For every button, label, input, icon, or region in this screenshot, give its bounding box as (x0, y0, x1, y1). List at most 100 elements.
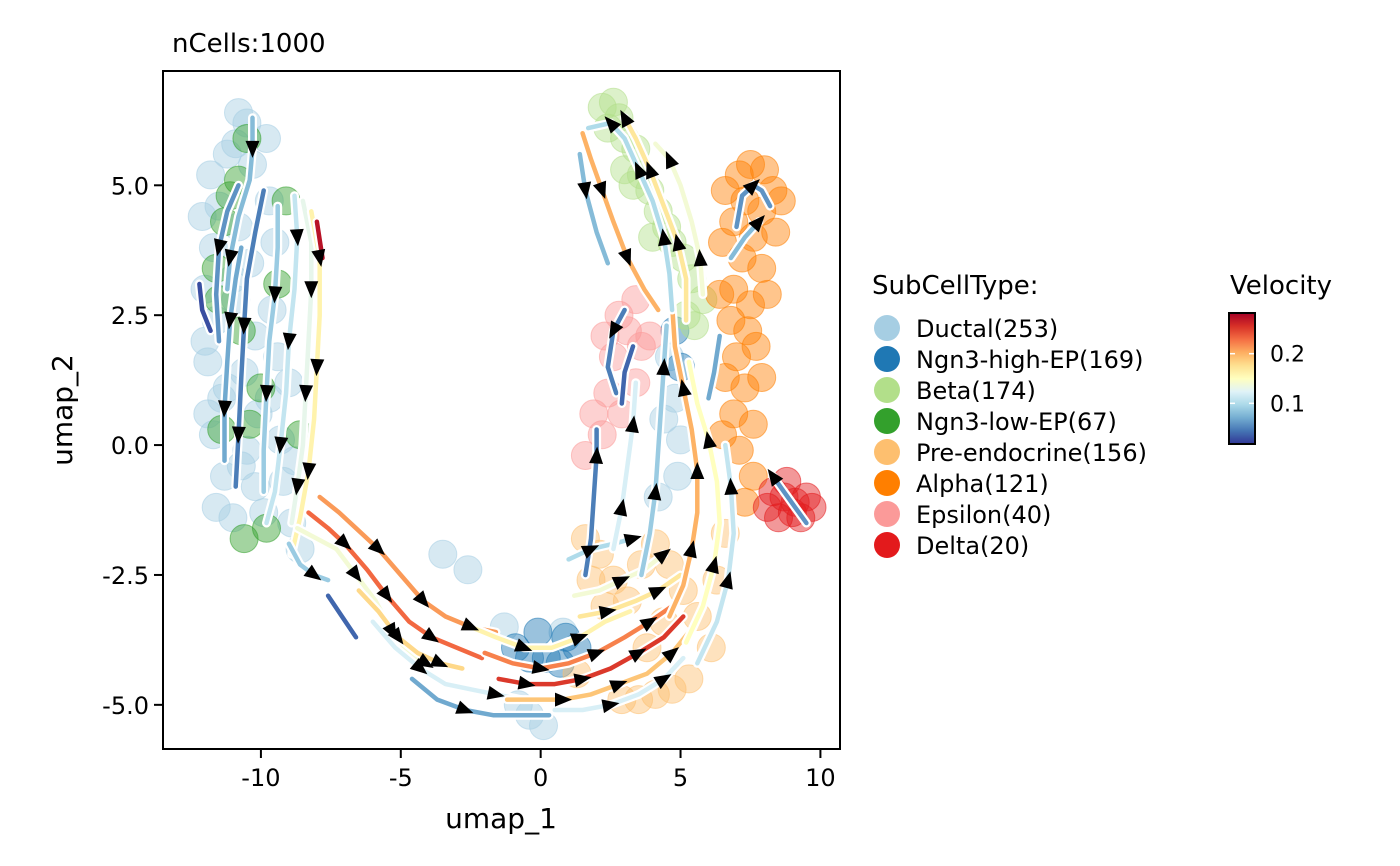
velocity-arrow (613, 498, 628, 517)
velocity-arrow (259, 384, 274, 403)
panel-border (162, 70, 841, 750)
velocity-arrow (224, 248, 239, 267)
cell-point (453, 555, 483, 585)
x-tick-label: 0 (533, 764, 548, 792)
velocity-arrow (217, 400, 232, 418)
cell-point (201, 492, 231, 522)
velocity-arrow (719, 571, 733, 590)
velocity-arrow (268, 285, 283, 304)
velocity-arrow (224, 311, 239, 330)
chart-title: nCells:1000 (172, 29, 326, 59)
cell-point (523, 617, 553, 647)
legend-swatch (874, 377, 900, 403)
velocity-colorbar: Velocity 0.1 0.2 (1228, 271, 1332, 445)
velocity-arrow (658, 228, 672, 247)
legend-swatch (874, 439, 900, 465)
velocity-arrow (231, 426, 246, 444)
cell-point (598, 87, 628, 117)
velocity-arrow (367, 538, 385, 556)
streamline (770, 473, 809, 526)
y-tick-label: 5.0 (111, 172, 149, 200)
cell-point (428, 539, 458, 569)
plot-panel (187, 87, 827, 741)
cell-point (752, 492, 782, 522)
cell-point (747, 363, 777, 392)
legend-label: Ngn3-high-EP(169) (916, 346, 1143, 374)
velocity-arrow (611, 576, 630, 590)
cell-point (229, 524, 259, 554)
streamline (619, 344, 636, 406)
velocity-arrow (604, 116, 622, 134)
cell-point (674, 664, 704, 694)
streamline (261, 203, 280, 495)
legend-swatch (874, 346, 900, 372)
legend-swatch (874, 532, 900, 558)
velocity-arrow (661, 647, 680, 664)
velocity-arrow (598, 605, 617, 620)
velocity-arrow (665, 151, 679, 170)
colorbar-tick-label: 0.2 (1270, 343, 1305, 368)
y-axis-label: umap_2 (46, 354, 79, 466)
legend-label: Alpha(121) (916, 470, 1049, 498)
velocity-arrow (620, 109, 635, 129)
streamline (580, 131, 661, 313)
velocity-arrow (429, 653, 449, 668)
cell-point (738, 461, 768, 491)
cell-point (705, 279, 735, 309)
velocity-arrow (421, 626, 439, 643)
velocity-arrow (623, 533, 642, 548)
velocity-arrow (291, 477, 306, 496)
velocity-arrow (387, 626, 404, 645)
x-tick-label: 5 (673, 764, 688, 792)
cell-point (187, 202, 217, 231)
cell-point (741, 331, 771, 361)
legend-label: Pre-endocrine(156) (916, 439, 1147, 467)
colorbar-tick-label: 0.1 (1270, 392, 1305, 417)
velocity-arrow (693, 249, 708, 267)
legend-label: Ngn3-low-EP(67) (916, 408, 1117, 436)
velocity-arrow (531, 660, 550, 674)
streamline (706, 333, 722, 401)
cell-point (736, 290, 765, 320)
streamline (286, 541, 331, 583)
colorbar-title: Velocity (1230, 271, 1332, 301)
velocity-arrow (678, 379, 692, 398)
y-tick-label: 0.0 (111, 432, 149, 460)
velocity-arrow (748, 215, 765, 233)
velocity-arrow (580, 545, 600, 559)
velocity-arrow (724, 477, 739, 496)
cell-point (224, 98, 253, 128)
velocity-arrow (586, 649, 606, 663)
legend-label: Beta(174) (916, 377, 1036, 405)
subcelltype-legend: SubCellType: Ductal(253) Ngn3-high-EP(169… (872, 271, 1147, 560)
cell-point (663, 461, 693, 491)
velocity-arrow (299, 384, 314, 403)
legend-swatch (874, 470, 900, 496)
velocity-arrow (705, 555, 719, 575)
velocity-arrow (486, 685, 505, 700)
cell-point (733, 316, 763, 346)
streamline (622, 115, 689, 323)
streamline (409, 676, 552, 718)
velocity-arrow (653, 548, 671, 565)
legend-title: SubCellType: (872, 271, 1039, 301)
streamline (577, 572, 683, 619)
velocity-arrow (517, 675, 536, 690)
streamline (577, 151, 611, 266)
cell-point (196, 160, 226, 190)
velocity-arrow (672, 233, 687, 252)
velocity-arrow (455, 700, 474, 714)
cell-point (724, 160, 754, 190)
cell-point (579, 399, 609, 429)
velocity-arrow (656, 358, 671, 376)
velocity-arrow (274, 436, 289, 455)
cell-point (738, 409, 768, 439)
velocity-arrow (628, 648, 647, 663)
velocity-arrow (577, 181, 592, 200)
velocity-arrow (376, 585, 393, 603)
velocity-arrow (237, 317, 252, 335)
velocity-arrow (589, 446, 604, 464)
streamline (197, 281, 213, 334)
streamline (683, 359, 722, 645)
